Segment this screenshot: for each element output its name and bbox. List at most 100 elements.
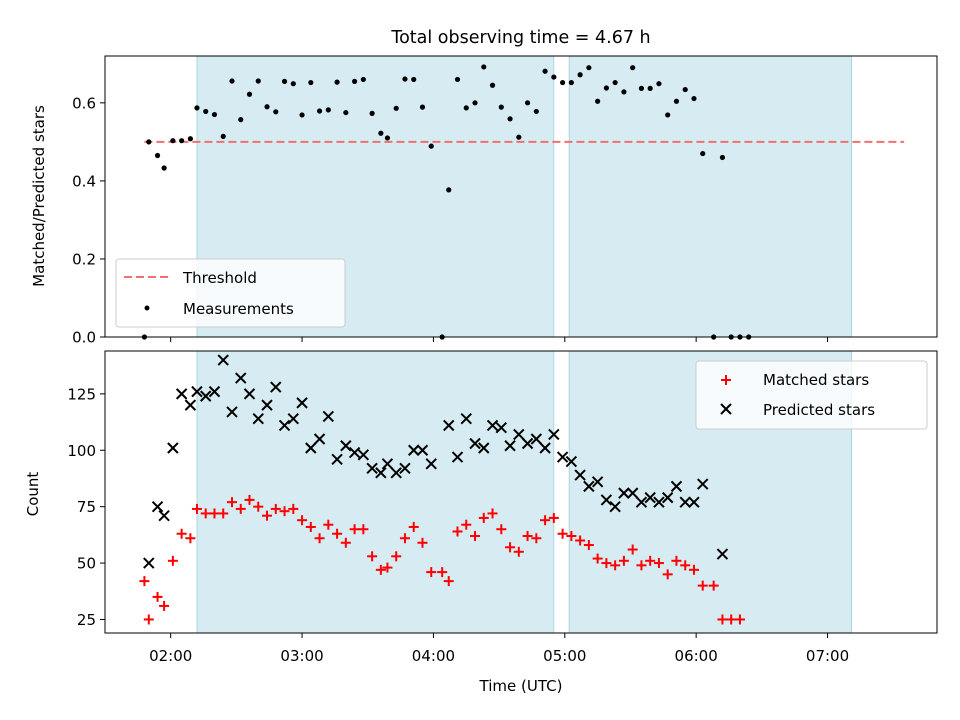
matched-star-point: [305, 521, 316, 532]
y-tick-label: 75: [77, 498, 96, 516]
predicted-star-point: [208, 385, 221, 398]
x-tick-label: 03:00: [280, 647, 323, 665]
matched-star-point: [688, 564, 699, 575]
measurement-point: [481, 64, 487, 70]
predicted-star-point: [644, 491, 656, 504]
matched-star-point: [367, 551, 378, 562]
predicted-star-point: [381, 458, 394, 470]
x-tick-label: 04:00: [412, 647, 455, 665]
predicted-star-point: [270, 381, 282, 393]
x-tick-label: 02:00: [149, 647, 192, 665]
measurement-point: [665, 112, 671, 118]
matched-star-point: [496, 524, 507, 535]
matched-star-point: [513, 546, 524, 557]
predicted-star-point: [399, 462, 411, 475]
predicted-star-point: [348, 446, 361, 459]
bottom-count-points: [139, 354, 745, 625]
predicted-star-point: [313, 433, 326, 445]
measurement-point: [621, 89, 627, 95]
measurement-point: [577, 72, 583, 78]
matched-star-point: [375, 564, 386, 575]
measurement-point: [187, 136, 193, 142]
predicted-star-point: [425, 458, 437, 470]
matched-star-point: [708, 580, 719, 591]
measurement-point: [273, 109, 279, 115]
measurement-point: [161, 165, 167, 171]
matched-star-point: [253, 501, 264, 512]
measurement-point: [203, 108, 209, 115]
predicted-star-point: [278, 419, 291, 432]
measurement-point: [612, 79, 618, 86]
predicted-star-point: [635, 496, 648, 508]
matched-star-point: [262, 510, 273, 521]
y-tick-label: 0.6: [72, 94, 96, 112]
predicted-star-point: [287, 412, 300, 425]
bottom-legend: Matched stars Predicted stars: [695, 360, 928, 430]
measurement-point: [360, 76, 366, 83]
predicted-star-point: [243, 388, 256, 400]
measurement-point: [595, 98, 601, 104]
measurement-point: [220, 133, 226, 139]
predicted-star-point: [478, 442, 490, 454]
bottom-y-axis-label: Count: [24, 472, 42, 517]
matched-star-point: [288, 503, 299, 514]
measurement-point: [463, 105, 469, 111]
matched-star-point: [470, 530, 481, 541]
matched-star-point: [226, 497, 237, 508]
predicted-star-point: [679, 496, 691, 508]
predicted-star-point: [530, 433, 543, 445]
predicted-star-point: [408, 444, 420, 456]
measurement-point: [369, 110, 375, 116]
matched-star-point: [270, 503, 281, 514]
predicted-star-point: [191, 385, 203, 398]
measurement-point: [352, 78, 358, 84]
measurement-point: [454, 76, 461, 83]
legend-predicted-marker: [720, 403, 732, 415]
measurement-point: [691, 95, 697, 102]
measurement-point: [603, 85, 609, 91]
measurement-point: [308, 79, 314, 86]
measurement-point: [384, 135, 391, 141]
measurement-point: [647, 85, 653, 91]
measurement-point: [507, 116, 513, 122]
legend-predicted-label: Predicted stars: [763, 401, 875, 419]
predicted-star-point: [548, 428, 560, 441]
predicted-star-point: [217, 354, 229, 366]
predicted-star-point: [151, 500, 164, 513]
measurement-point: [551, 74, 557, 80]
matched-star-point: [191, 503, 202, 514]
measurement-point: [194, 105, 200, 111]
measurement-point: [630, 65, 636, 71]
matched-star-point: [159, 600, 170, 611]
y-tick-label: 125: [67, 385, 96, 403]
measurement-point: [170, 138, 176, 144]
matched-star-point: [399, 533, 410, 544]
measurement-point: [238, 117, 244, 123]
x-tick-label: 05:00: [543, 647, 586, 665]
measurement-point: [516, 134, 522, 140]
matched-star-point: [618, 555, 629, 566]
matched-star-point: [391, 551, 402, 562]
x-axis-label: Time (UTC): [479, 677, 563, 695]
measurement-point: [393, 105, 399, 111]
x-tick-label: 06:00: [675, 647, 718, 665]
matched-star-point: [235, 503, 246, 514]
predicted-star-point: [158, 509, 170, 522]
measurement-point: [246, 91, 253, 97]
predicted-star-point: [375, 467, 387, 479]
matched-star-point: [627, 544, 638, 555]
predicted-star-point: [486, 419, 499, 432]
matched-star-point: [478, 512, 489, 523]
predicted-star-point: [322, 410, 335, 423]
measurement-point: [533, 108, 539, 115]
matched-star-point: [244, 494, 255, 505]
matched-star-point: [176, 528, 187, 539]
predicted-star-point: [591, 476, 604, 488]
measurement-point: [402, 76, 408, 82]
legend-threshold-label: Threshold: [182, 269, 257, 287]
measurement-point: [700, 150, 706, 157]
matched-star-point: [297, 515, 308, 526]
matched-star-point: [734, 614, 745, 625]
matched-star-point: [575, 535, 586, 546]
